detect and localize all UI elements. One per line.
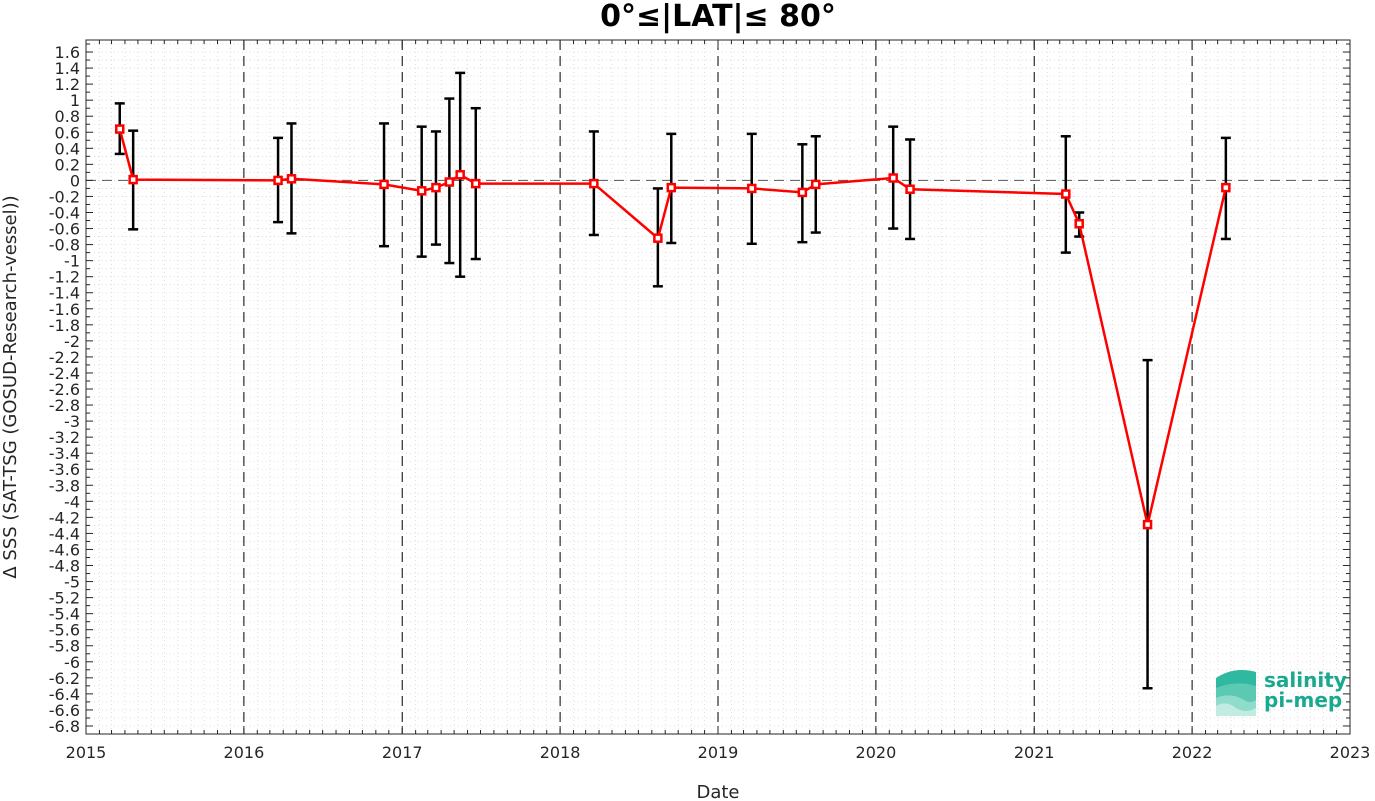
y-tick-label: 0 bbox=[70, 171, 80, 190]
y-tick-label: -3.8 bbox=[49, 476, 80, 495]
data-point-marker bbox=[1142, 519, 1153, 530]
y-tick-label: -4.6 bbox=[49, 540, 80, 559]
y-tick-label: 0.4 bbox=[55, 139, 80, 158]
y-tick-label: 0.6 bbox=[55, 123, 80, 142]
y-tick-label: -5.8 bbox=[49, 637, 80, 656]
y-tick-label: 1.4 bbox=[55, 59, 80, 78]
x-tick-label: 2017 bbox=[382, 743, 423, 762]
y-tick-label: -3.2 bbox=[49, 428, 80, 447]
data-point-marker bbox=[471, 178, 481, 189]
data-point-marker bbox=[888, 173, 898, 183]
y-tick-label: -5.2 bbox=[49, 589, 80, 608]
y-tick-label: -0.2 bbox=[49, 187, 80, 206]
axis-ticks bbox=[85, 40, 1351, 735]
y-tick-label: -1.8 bbox=[49, 316, 80, 335]
year-gridlines bbox=[243, 40, 1193, 734]
data-point-marker bbox=[1061, 189, 1071, 199]
waves-icon bbox=[1216, 670, 1256, 716]
y-tick-label: 0.8 bbox=[55, 107, 80, 126]
data-point-marker bbox=[128, 174, 138, 185]
data-point-marker bbox=[286, 174, 297, 184]
x-tick-label: 2016 bbox=[224, 743, 265, 762]
x-tick-label: 2020 bbox=[856, 743, 897, 762]
x-tick-labels: 2015 2016 2017 2018 2019 2020 2021 2022 2023 bbox=[66, 743, 1371, 762]
x-tick-label: 2019 bbox=[698, 743, 739, 762]
x-tick-label: 2021 bbox=[1014, 743, 1055, 762]
y-tick-label: -6.2 bbox=[49, 669, 80, 688]
error-bars bbox=[114, 71, 1231, 690]
y-tick-label: -2 bbox=[64, 332, 80, 351]
y-tick-label: -4 bbox=[64, 492, 80, 511]
y-tick-label: -6.4 bbox=[49, 685, 80, 704]
data-point-marker bbox=[589, 178, 599, 189]
y-tick-label: -3.4 bbox=[49, 444, 80, 463]
logo-text-salinity: salinity bbox=[1264, 668, 1347, 692]
data-point-marker bbox=[1074, 218, 1084, 229]
y-tick-label: -3 bbox=[64, 412, 80, 431]
y-tick-label: -0.8 bbox=[49, 236, 80, 255]
y-tick-label: -1.6 bbox=[49, 300, 80, 319]
x-tick-label: 2023 bbox=[1330, 743, 1371, 762]
data-point-marker bbox=[416, 186, 427, 196]
y-tick-label: -1 bbox=[64, 252, 80, 271]
y-tick-label: -6.8 bbox=[49, 717, 80, 736]
x-axis-title: Date bbox=[696, 782, 739, 801]
data-point-marker bbox=[797, 187, 808, 198]
series-line bbox=[118, 128, 1228, 525]
y-tick-label: -0.6 bbox=[49, 220, 80, 239]
data-markers bbox=[114, 124, 1231, 530]
data-point-marker bbox=[666, 182, 677, 193]
y-tick-label: 1.2 bbox=[55, 75, 80, 94]
x-tick-label: 2018 bbox=[540, 743, 581, 762]
y-tick-label: -0.4 bbox=[49, 203, 80, 222]
y-tick-label: -2.2 bbox=[49, 348, 80, 367]
y-tick-label: -5.6 bbox=[49, 621, 80, 640]
data-point-marker bbox=[1221, 182, 1231, 193]
y-tick-label: -6.6 bbox=[49, 701, 80, 720]
x-tick-label: 2015 bbox=[66, 743, 107, 762]
y-tick-label: -1.4 bbox=[49, 284, 80, 303]
y-tick-label: -4.2 bbox=[49, 508, 80, 527]
data-point-marker bbox=[746, 183, 757, 194]
data-point-marker bbox=[273, 175, 283, 186]
data-point-marker bbox=[653, 233, 663, 243]
y-tick-label: -5 bbox=[64, 573, 80, 592]
y-tick-label: -2.8 bbox=[49, 396, 80, 415]
data-point-marker bbox=[114, 124, 125, 134]
logo-text-pi-mep: pi-mep bbox=[1264, 688, 1342, 712]
x-tick-label: 2022 bbox=[1172, 743, 1213, 762]
y-axis-title: Δ SSS (SAT-TSG (GOSUD-Research-vessel)) bbox=[0, 195, 21, 578]
y-tick-label: -4.4 bbox=[49, 524, 80, 543]
data-point-marker bbox=[905, 184, 915, 194]
y-tick-label: 1 bbox=[70, 91, 80, 110]
y-tick-label: -3.6 bbox=[49, 460, 80, 479]
data-point-marker bbox=[811, 179, 821, 190]
y-tick-label: -2.6 bbox=[49, 380, 80, 399]
data-point-marker bbox=[455, 170, 465, 180]
data-point-marker bbox=[444, 177, 455, 187]
y-tick-label: -2.4 bbox=[49, 364, 80, 383]
y-tick-label: -5.4 bbox=[49, 605, 80, 624]
salinity-pi-mep-logo: salinity pi-mep bbox=[1216, 668, 1347, 716]
y-tick-label: -1.2 bbox=[49, 268, 80, 287]
chart-title: 0°≤|LAT|≤ 80° bbox=[600, 0, 836, 34]
data-point-marker bbox=[431, 182, 441, 193]
data-point-marker bbox=[379, 179, 389, 190]
y-tick-label: 0.2 bbox=[55, 155, 80, 174]
y-tick-label: 1.6 bbox=[55, 43, 80, 62]
y-tick-label: -6 bbox=[64, 653, 80, 672]
y-tick-labels: 1.61.41.210.80.60.40.20-0.2-0.4-0.6-0.8-… bbox=[49, 43, 80, 736]
y-tick-label: -4.8 bbox=[49, 557, 80, 576]
